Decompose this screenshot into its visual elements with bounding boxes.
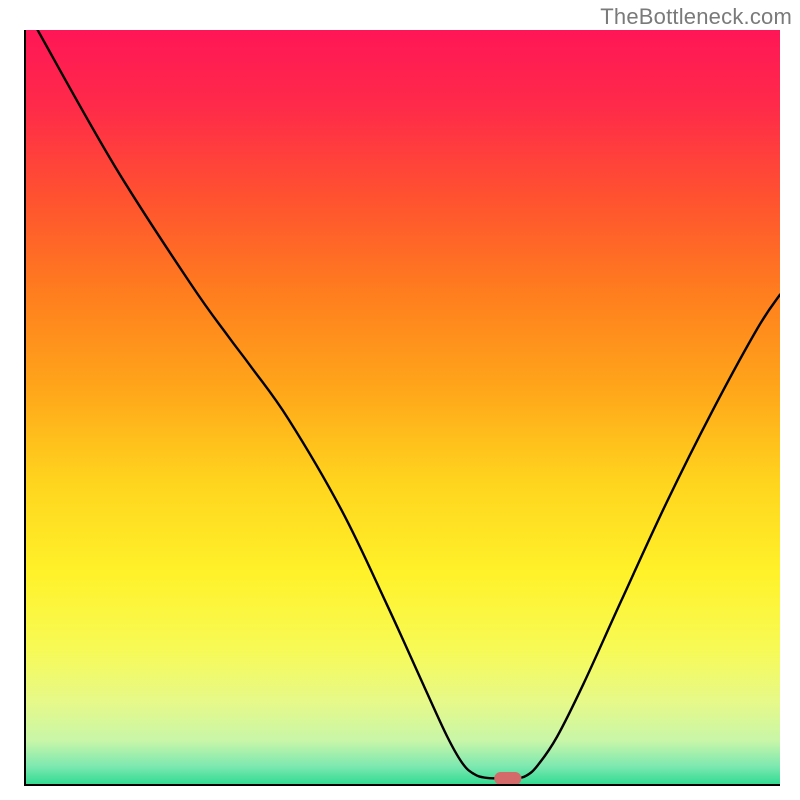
marker-layer bbox=[494, 772, 521, 785]
min-marker bbox=[494, 772, 521, 785]
chart-root: TheBottleneck.com bbox=[0, 0, 800, 800]
watermark-label: TheBottleneck.com bbox=[600, 4, 792, 30]
chart-svg bbox=[24, 30, 780, 786]
chart-background bbox=[24, 30, 780, 786]
plot-area bbox=[24, 30, 780, 786]
